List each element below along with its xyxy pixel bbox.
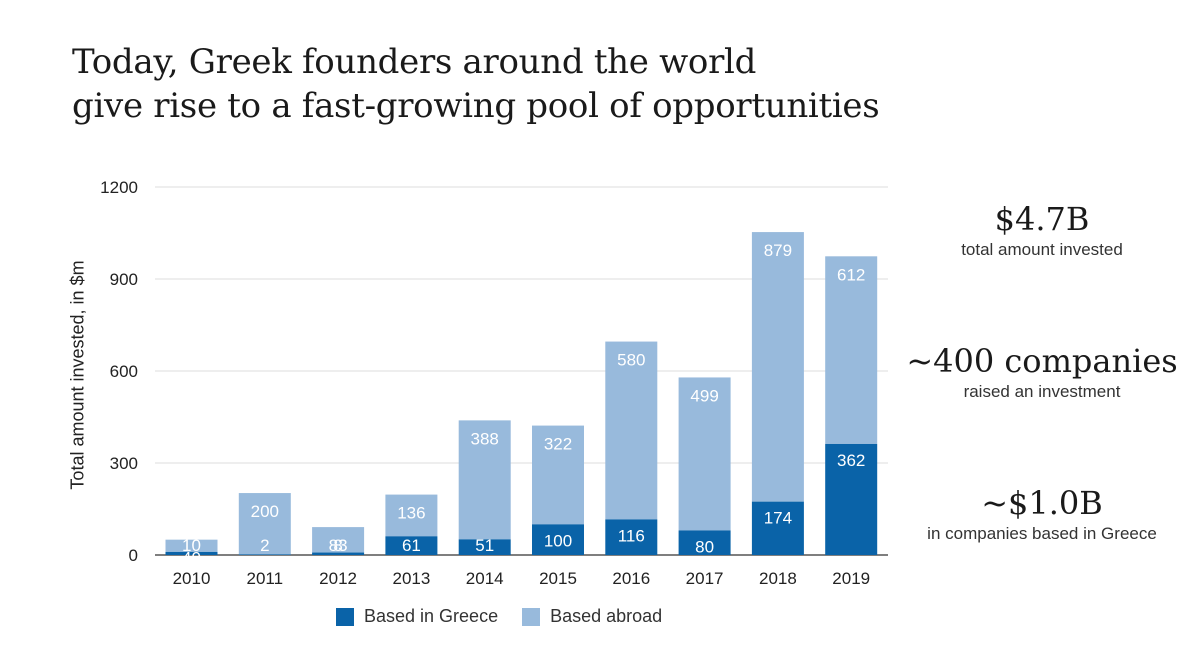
x-tick-label: 2011 [247,569,284,588]
data-label-abroad: 388 [471,429,499,448]
stat-value: ~$1.0B [981,484,1103,522]
data-label-greece: 61 [402,536,421,555]
data-label-greece: 51 [475,536,494,555]
bar-abroad [312,527,365,553]
bar-greece [825,443,878,555]
bar-abroad [825,256,878,444]
title-line-2: give rise to a fast-growing pool of oppo… [72,86,880,126]
bar-abroad [678,377,731,531]
x-tick-label: 2014 [466,569,504,588]
data-label-abroad: 40 [182,549,201,568]
bar-greece [458,539,511,555]
data-label-abroad: 200 [251,502,279,521]
stat-companies: ~400 companies raised an investment [902,342,1182,402]
x-tick-label: 2016 [612,569,650,588]
stat-caption: total amount invested [961,240,1123,259]
data-label-abroad: 612 [837,265,865,284]
bar-greece [165,551,218,555]
stat-caption: raised an investment [963,382,1121,401]
stat-greece-based: ~$1.0B in companies based in Greece [902,484,1182,544]
x-tick-label: 2019 [832,569,870,588]
data-label-greece: 116 [618,526,645,545]
y-tick-label: 0 [129,546,138,565]
title-line-1: Today, Greek founders around the world [72,42,757,82]
data-label-greece: 2 [260,536,269,555]
data-label-abroad: 499 [690,386,718,405]
data-label-abroad: 580 [617,351,645,370]
legend-label-abroad: Based abroad [550,606,663,626]
data-label-greece: 174 [764,509,792,528]
x-tick-label: 2015 [539,569,577,588]
x-tick-label: 2018 [759,569,797,588]
y-tick-label: 900 [110,270,138,289]
legend-item-abroad: Based abroad [522,606,662,627]
data-label-greece: 10 [182,536,201,555]
bar-abroad [605,341,658,520]
chart-title: Today, Greek founders around the world g… [72,40,880,128]
data-label-greece: 100 [544,531,572,550]
data-label-abroad: 83 [329,536,348,555]
stat-value: $4.7B [994,200,1090,238]
bar-greece [312,552,365,555]
legend-label-greece: Based in Greece [364,606,499,626]
stat-value: ~400 companies [906,342,1178,380]
legend-swatch-greece [336,607,354,626]
bar-abroad [165,539,218,552]
legend-item-greece: Based in Greece [336,606,498,627]
bar-greece [238,554,291,555]
x-tick-label: 2013 [392,569,430,588]
bar-greece [605,519,658,555]
data-label-greece: 8 [333,536,342,555]
y-tick-label: 600 [110,362,138,381]
data-label-greece: 80 [695,537,714,556]
x-tick-label: 2012 [319,569,357,588]
stat-caption: in companies based in Greece [927,524,1157,543]
bar-abroad [238,493,291,555]
x-tick-label: 2017 [686,569,724,588]
x-tick-label: 2010 [173,569,211,588]
bar-greece [385,536,438,555]
stat-total-invested: $4.7B total amount invested [902,200,1182,260]
y-axis-label: Total amount invested, in $m [67,260,88,490]
y-axis-label-container: Total amount invested, in $m [48,190,108,560]
data-label-greece: 362 [837,451,865,470]
bar-abroad [385,494,438,537]
y-tick-label: 300 [110,454,138,473]
bar-abroad [458,420,511,540]
legend: Based in Greece Based abroad [336,606,686,627]
data-label-abroad: 322 [544,435,572,454]
data-label-abroad: 879 [764,241,792,260]
legend-swatch-abroad [522,607,541,626]
bar-abroad [751,232,804,502]
bar-greece [751,501,804,555]
y-tick-label: 1200 [100,178,138,197]
bar-abroad [532,425,584,525]
bar-greece [678,530,731,555]
data-label-abroad: 136 [397,504,425,523]
bar-greece [532,524,584,555]
